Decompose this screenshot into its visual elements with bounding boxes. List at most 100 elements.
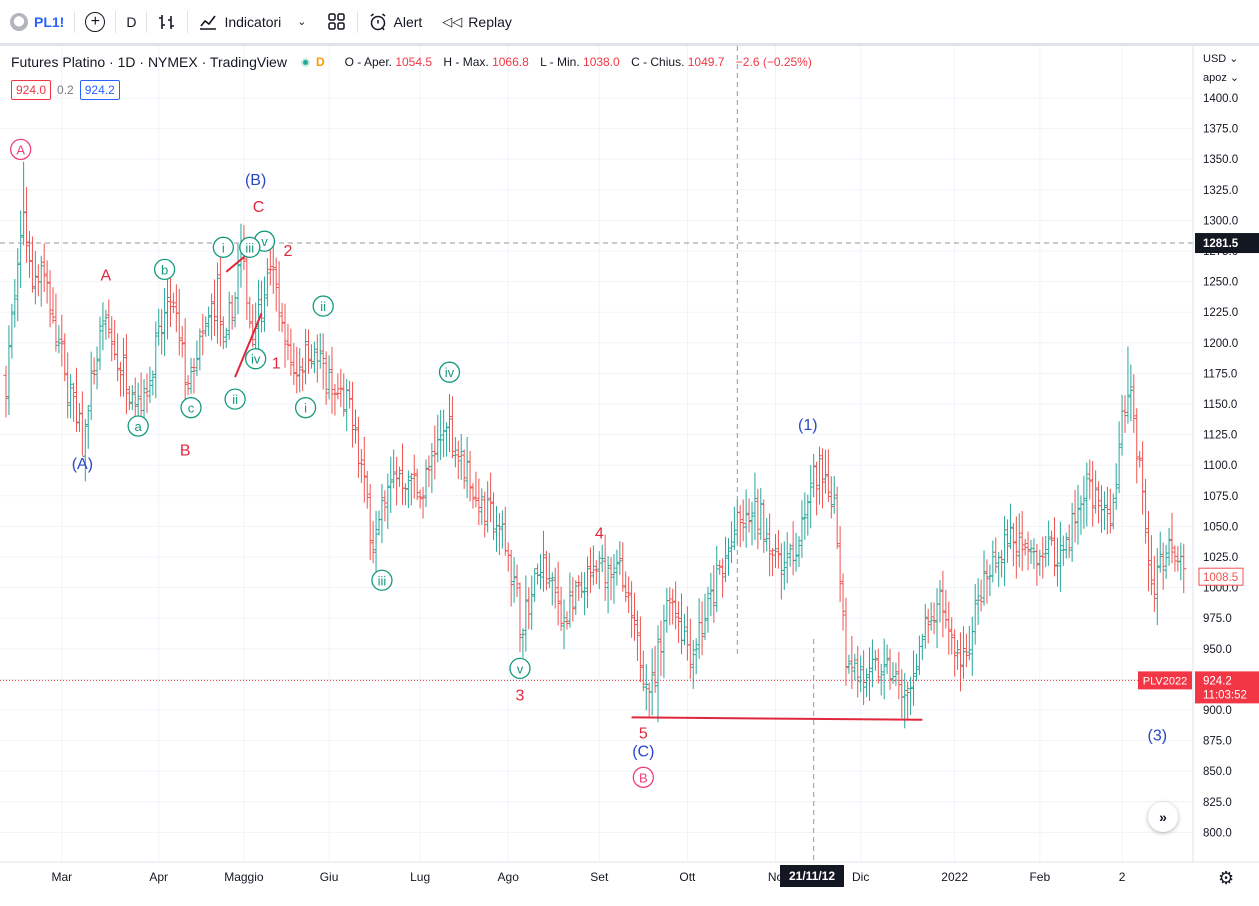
chevron-down-icon[interactable]: ⌄ <box>297 16 307 28</box>
ohlc-bar <box>329 346 335 414</box>
ohlc-bar <box>294 346 300 394</box>
alert-button[interactable]: Alert <box>358 0 433 44</box>
interval-label: D <box>126 13 137 30</box>
ohlc-bar <box>496 513 502 556</box>
ohlc-bar <box>367 483 373 561</box>
chart-type-button[interactable] <box>147 0 187 44</box>
legend-title[interactable]: Futures Platino · 1D · NYMEX · TradingVi… <box>11 54 287 70</box>
ohlc-bar <box>476 478 482 526</box>
ohlc-bar <box>467 450 473 502</box>
ohlc-bar <box>15 248 21 322</box>
ohlc-bar <box>1025 531 1031 571</box>
ohlc-bar <box>1134 408 1140 484</box>
wave-label: ii <box>312 295 334 317</box>
ohlc-bar <box>764 518 770 552</box>
ohlc-bar <box>805 494 811 536</box>
ohlc-bar <box>482 491 488 538</box>
ohlc-bar <box>975 578 981 625</box>
ohlc-bar <box>76 403 82 432</box>
scroll-to-realtime-button[interactable]: » <box>1148 802 1178 832</box>
ohlc-bar <box>373 510 379 575</box>
ohlc-bar <box>461 449 467 489</box>
ohlc-bar <box>593 560 599 585</box>
ohlc-bar <box>200 313 206 356</box>
settings-gear-icon[interactable]: ⚙ <box>1218 868 1235 888</box>
wave-label: A <box>10 138 32 161</box>
ohlc-bar <box>1010 523 1016 567</box>
bid-ask-spread: 924.0 0.2 924.2 <box>11 80 120 100</box>
buy-price-button[interactable]: 924.2 <box>79 80 120 100</box>
price-scale-background <box>1193 46 1259 906</box>
price-tick-label: 850.0 <box>1203 766 1232 778</box>
close-value: 1049.7 <box>687 55 725 69</box>
ohlc-bar <box>502 506 508 556</box>
ohlc-bar <box>73 367 79 432</box>
scale-mode-selector[interactable]: apoz ⌄ <box>1203 71 1239 84</box>
ohlc-bar <box>144 373 150 414</box>
indicators-button[interactable]: Indicatori ⌄ <box>188 0 316 44</box>
ohlc-bar <box>1037 549 1043 576</box>
ohlc-bar <box>1175 545 1181 572</box>
ohlc-bar <box>1043 535 1049 568</box>
ohlc-bar <box>29 236 35 293</box>
ohlc-bar <box>332 383 338 416</box>
time-tick-label: Giu <box>320 870 339 884</box>
ohlc-bar <box>999 549 1005 578</box>
ohlc-bar <box>1002 516 1008 587</box>
ohlc-bar <box>831 475 837 514</box>
wave-label-circle <box>312 295 334 317</box>
ohlc-bar <box>538 554 544 590</box>
ohlc-bar <box>981 550 987 606</box>
ohlc-bar <box>872 650 878 671</box>
ohlc-bar <box>887 648 893 690</box>
ohlc-bar <box>212 279 218 337</box>
price-tick-label: 1075.0 <box>1203 491 1238 503</box>
ohlc-bar <box>1160 542 1166 590</box>
time-tick-label: 2022 <box>941 870 968 884</box>
ohlc-bar <box>620 542 626 592</box>
ohlc-bar <box>103 309 109 340</box>
replay-button[interactable]: ◁◁ Replay <box>432 0 522 44</box>
wave-label-text: c <box>188 401 195 416</box>
wave-label-text: b <box>161 262 168 277</box>
ohlc-bar <box>473 471 479 508</box>
wave-label-circle <box>10 138 32 161</box>
ohlc-bar <box>696 598 702 659</box>
interval-button[interactable]: D <box>116 0 146 44</box>
data-delay-badge[interactable]: D <box>315 55 325 69</box>
ohlc-bar <box>864 668 870 698</box>
ohlc-bar <box>1090 460 1096 527</box>
ohlc-bar <box>432 425 438 480</box>
ohlc-bar <box>913 653 919 682</box>
alarm-clock-icon <box>370 12 385 30</box>
ohlc-bar <box>1028 539 1034 564</box>
market-status-dot[interactable] <box>300 57 310 67</box>
wave-label-circle <box>371 569 393 591</box>
ohlc-bar <box>855 646 861 698</box>
ohlc-bar <box>279 302 285 333</box>
ohlc-bar <box>267 249 273 286</box>
ohlc-bar <box>640 650 646 692</box>
time-tick-label: No <box>768 870 784 884</box>
price-tick-label: 950.0 <box>1203 644 1232 656</box>
ohlc-bar <box>899 669 905 719</box>
ohlc-bar <box>106 299 112 339</box>
ohlc-bar <box>12 278 18 328</box>
ohlc-bar <box>784 532 790 584</box>
wave-label: C <box>253 199 265 216</box>
ohlc-bar <box>382 490 388 522</box>
currency-selector[interactable]: USD ⌄ <box>1203 52 1239 65</box>
compare-symbol-button[interactable]: + <box>75 0 115 44</box>
current-price-label: 924.2 <box>1203 675 1232 687</box>
layouts-button[interactable] <box>317 0 357 44</box>
ohlc-bar <box>350 381 356 448</box>
sell-price-button[interactable]: 924.0 <box>11 80 52 100</box>
ohlc-bar <box>1060 535 1066 566</box>
top-toolbar: ⬤ PL1! + D Indicatori ⌄ Alert <box>0 0 1259 44</box>
symbol-search-button[interactable]: ⬤ PL1! <box>0 0 74 44</box>
ohlc-bar <box>24 187 30 263</box>
ohlc-bar <box>987 564 993 597</box>
wave-label: iv <box>244 348 267 370</box>
ohlc-bar <box>420 486 426 519</box>
